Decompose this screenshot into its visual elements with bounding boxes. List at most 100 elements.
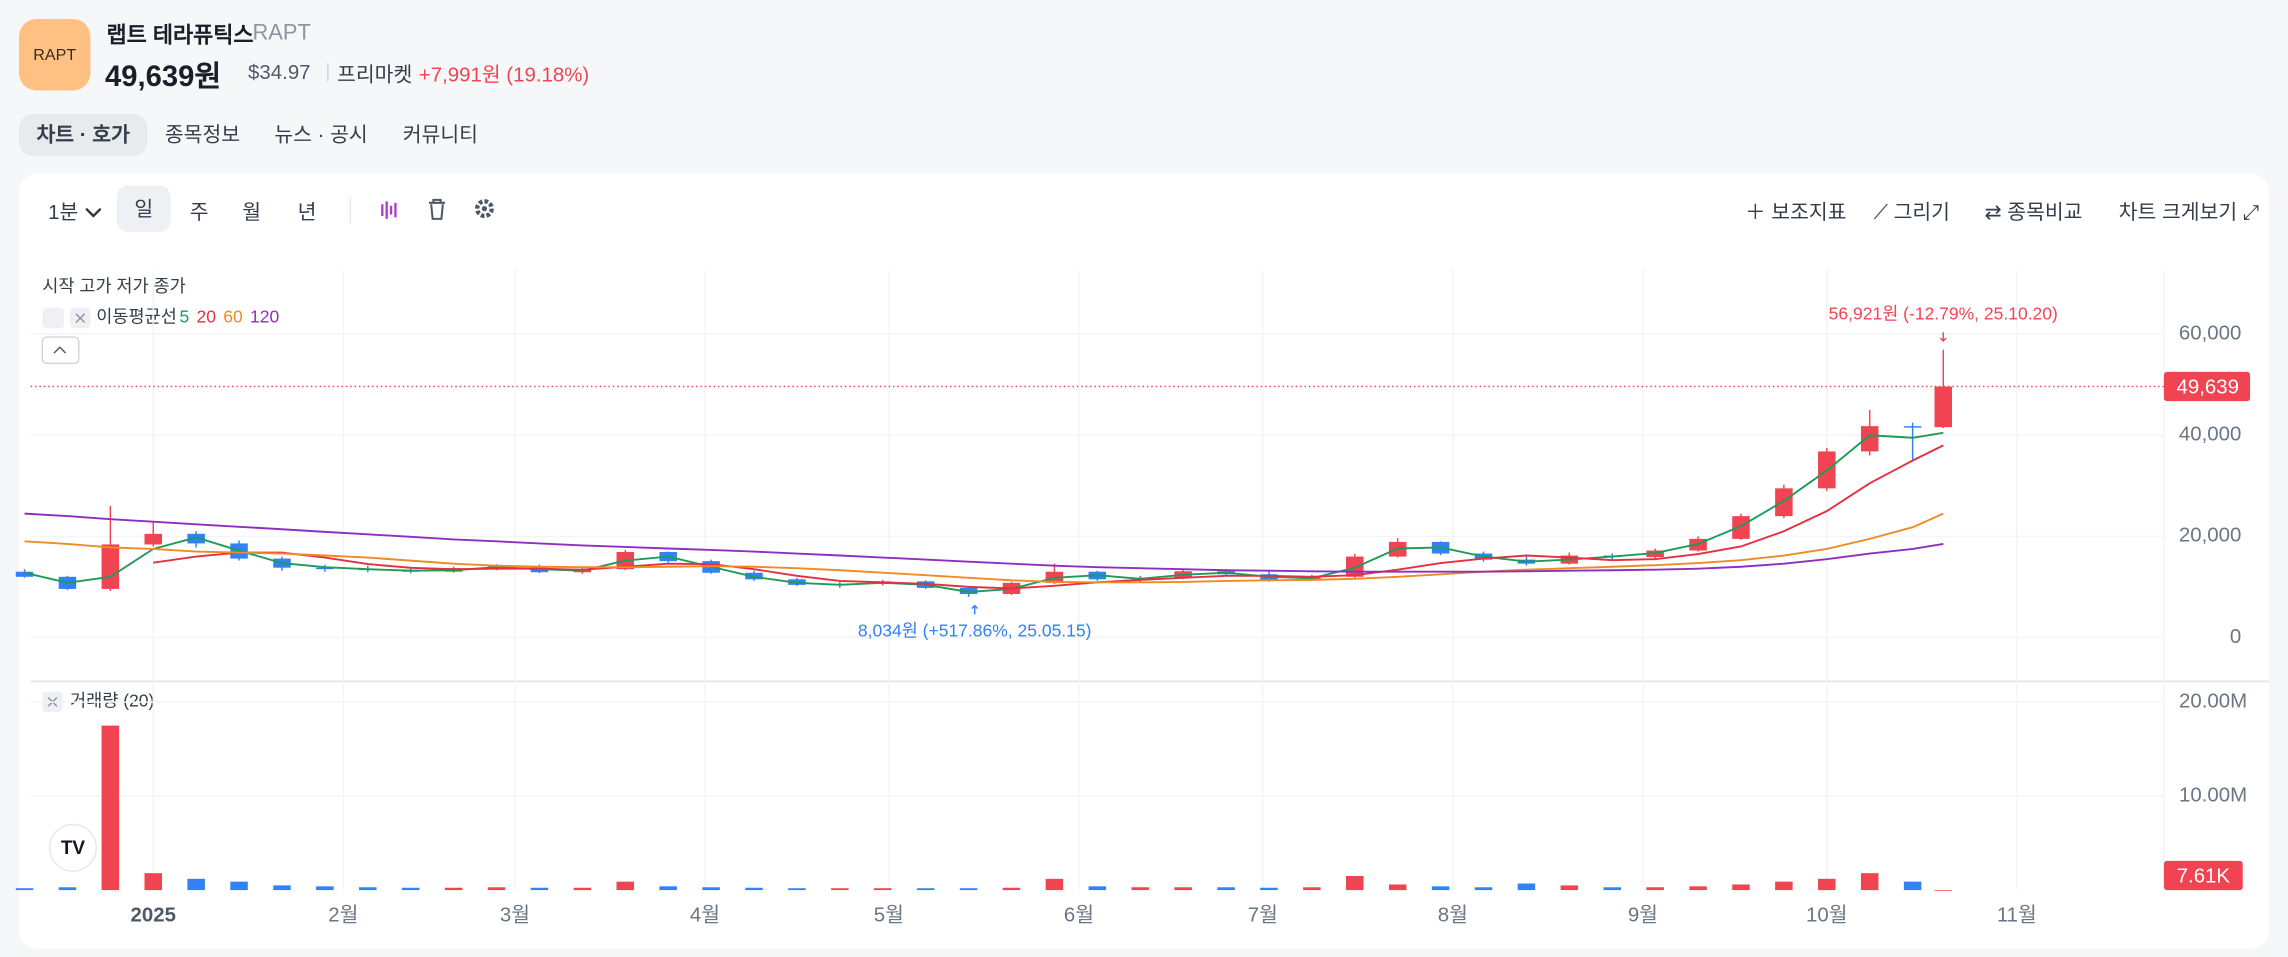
tab[interactable]: 커뮤니티 <box>402 122 478 146</box>
volume-bar <box>401 887 420 891</box>
volume-bar <box>15 888 34 891</box>
ohlc-legend: 시작 고가 저가 종가 <box>42 276 185 296</box>
volume-bar <box>101 725 120 891</box>
candle-body <box>144 533 163 545</box>
x-icon <box>75 313 86 323</box>
candle-body <box>959 587 978 594</box>
logo: RAPT <box>18 18 91 91</box>
annotation: 56,921원 (-12.79%, 25.10.20) <box>1829 303 2058 323</box>
annotation: 8,034원 (+517.86%, 25.05.15) <box>858 620 1092 640</box>
volume-bar <box>1934 890 1953 891</box>
period[interactable]: 일 <box>116 185 171 233</box>
period[interactable]: 년 <box>297 199 317 224</box>
x-tick-label: 4월 <box>690 904 720 927</box>
x-tick-label: 10월 <box>1806 904 1847 927</box>
visibility-toggle[interactable] <box>42 307 65 329</box>
x-tick-label: 7월 <box>1248 904 1278 927</box>
x-tick-label: 2025 <box>131 905 176 927</box>
price-label: 49,639 <box>2177 376 2239 398</box>
volume-bar <box>1303 887 1321 891</box>
chevron <box>84 207 101 218</box>
ma-line <box>153 444 1944 590</box>
stock-name: 랩트 테라퓨틱스 <box>106 23 254 49</box>
volume-bar <box>1131 887 1149 891</box>
period[interactable]: 월 <box>242 199 262 224</box>
tv-logo <box>48 823 98 872</box>
period[interactable]: 주 <box>189 199 209 224</box>
x-tick-label: 5월 <box>874 904 904 927</box>
volume-bar <box>187 878 205 891</box>
volume-bar <box>1903 881 1922 891</box>
volume-bar <box>1860 873 1879 891</box>
action[interactable]: ＋ 보조지표 <box>1745 199 1847 224</box>
volume-bar <box>1260 887 1278 891</box>
interval: 1분 <box>48 199 79 224</box>
price-label-box <box>2163 371 2251 402</box>
volume-bar <box>1346 876 1364 891</box>
volume-bar <box>1517 883 1536 891</box>
chart-card <box>18 173 2270 949</box>
tab[interactable]: 뉴스 · 공시 <box>274 122 368 146</box>
action-label: 차트 크게보기 <box>2118 199 2238 224</box>
volume-bar <box>1174 887 1192 891</box>
ma-legend-item: 20 <box>197 307 217 327</box>
ma-legend-item: 60 <box>223 307 243 327</box>
x-tick-label: 2월 <box>328 904 358 927</box>
y-tick-label: 20.00M <box>2179 691 2247 713</box>
interval-select[interactable]: 1분 <box>48 191 101 232</box>
volume-bar <box>788 888 806 891</box>
change: +7,991원 (19.18%) <box>418 62 590 87</box>
collapse-button[interactable] <box>41 336 80 365</box>
tool-icons <box>349 196 494 224</box>
volume-bar <box>58 887 77 891</box>
volume-bar <box>359 887 377 891</box>
session: 프리마켓 <box>337 62 413 87</box>
y-tick-label: 40,000 <box>2179 424 2241 446</box>
candle-body <box>1903 426 1922 428</box>
volume-bar <box>702 887 720 891</box>
delete-icon[interactable] <box>428 198 446 220</box>
ma-line <box>24 512 1944 584</box>
volume-bar <box>573 887 592 891</box>
volume-bar <box>1646 887 1664 891</box>
action[interactable]: ⟋ 그리기 <box>1873 199 1950 224</box>
annotation-arrow <box>971 604 979 615</box>
volume-bar <box>444 887 463 891</box>
y-tick-label: 20,000 <box>2179 525 2241 547</box>
candle-body <box>1860 426 1879 452</box>
price: 49,639원 <box>105 61 222 94</box>
volume-bar <box>745 887 763 891</box>
y-tick-label: 0 <box>2230 626 2241 648</box>
candle-body <box>15 571 34 577</box>
volume-bar <box>273 885 291 891</box>
volume-bar <box>1560 885 1579 891</box>
x-tick-label: 6월 <box>1064 904 1094 927</box>
tab[interactable]: 차트 · 호가 <box>18 113 148 157</box>
volume-bar <box>1045 878 1064 891</box>
tv-logo-text: TV <box>61 838 86 859</box>
candle-body <box>101 544 120 589</box>
ma-line <box>24 512 1944 573</box>
volume-bar <box>616 881 635 891</box>
volume-bar <box>1603 887 1621 891</box>
volume-bar <box>1088 886 1107 891</box>
y-tick-label: 60,000 <box>2179 323 2241 345</box>
volume-bar <box>1217 887 1235 891</box>
ma-label: 이동평균선 <box>96 307 176 327</box>
volume-bar <box>873 888 892 891</box>
action[interactable]: 차트 크게보기 ⤢ <box>2118 199 2260 224</box>
action[interactable]: ⇄ 종목비교 <box>1984 199 2083 224</box>
candle-body <box>1732 516 1750 539</box>
candle-body <box>187 533 205 544</box>
candle-body <box>1934 386 1953 428</box>
volume-bar <box>1474 887 1493 891</box>
x-tick-label: 9월 <box>1628 904 1658 927</box>
tab[interactable]: 종목정보 <box>164 122 241 146</box>
volume-bar <box>144 873 163 891</box>
action-label: 보조지표 <box>1771 199 1847 224</box>
volume-bar <box>1732 884 1750 891</box>
indicator-icon[interactable] <box>381 201 397 219</box>
volume-bar <box>916 888 935 891</box>
